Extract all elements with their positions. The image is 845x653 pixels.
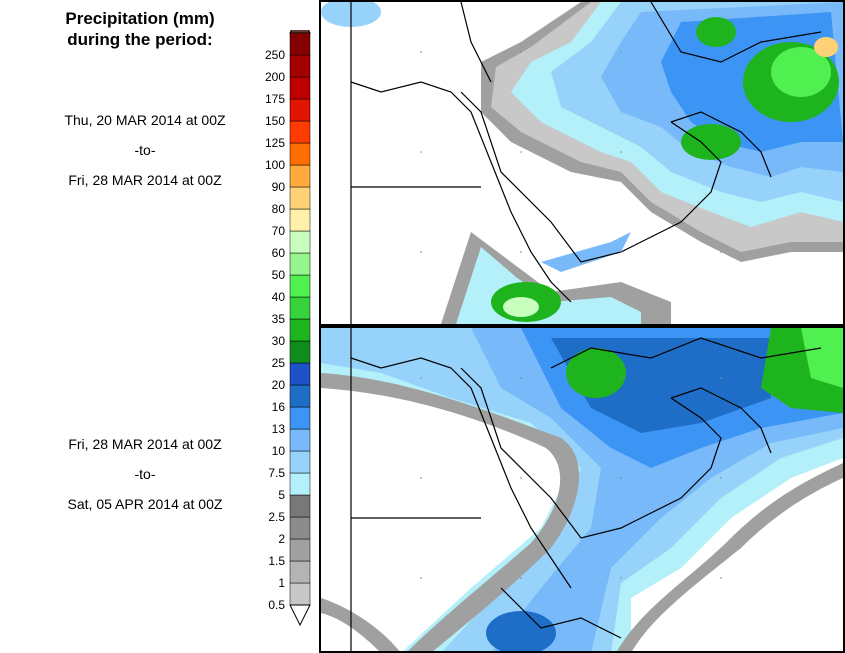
precip-region <box>566 348 626 398</box>
period-1-sep: -to- <box>134 142 156 158</box>
legend-swatch <box>289 98 311 122</box>
title-line-2: during the period: <box>67 30 213 49</box>
precip-region <box>486 611 556 651</box>
legend-tick-label: 2.5 <box>268 510 285 524</box>
legend-top-arrow <box>289 9 311 34</box>
legend-swatch <box>289 164 311 188</box>
precip-region <box>321 373 580 651</box>
legend-tick-label: 50 <box>272 268 286 282</box>
legend-swatch <box>289 76 311 100</box>
grid-dots <box>420 51 722 253</box>
legend-swatch <box>289 362 311 386</box>
legend-swatch <box>289 428 311 452</box>
legend-swatch <box>289 274 311 298</box>
legend-swatch <box>289 252 311 276</box>
precip-region <box>801 328 843 388</box>
legend-swatch <box>289 516 311 540</box>
legend-swatch <box>289 208 311 232</box>
color-legend: 0.5 1 1.5 2 2.5 5 7.5 10 13 16 20 25 30 35 40 50 60 70 80 9… <box>240 9 320 630</box>
legend-tick-label: 2 <box>278 532 285 546</box>
precip-region <box>681 124 741 160</box>
legend-swatch <box>289 450 311 474</box>
precip-region <box>321 598 400 651</box>
legend-tick-label: 250 <box>265 48 285 62</box>
legend-tick-label: 7.5 <box>268 466 285 480</box>
legend-tick-label: 10 <box>272 444 286 458</box>
map-panel-period-1 <box>319 0 845 326</box>
legend-tick-label: 35 <box>272 312 286 326</box>
legend-tick-label: 40 <box>272 290 286 304</box>
legend-swatch <box>289 230 311 254</box>
precip-region <box>617 463 843 651</box>
chart-title: Precipitation (mm) during the period: <box>40 8 240 50</box>
map-period-2 <box>321 328 843 651</box>
legend-tick-label: 60 <box>272 246 286 260</box>
legend-tick-label: 125 <box>265 136 285 150</box>
legend-swatch <box>289 560 311 584</box>
legend-tick-label: 20 <box>272 378 286 392</box>
legend-tick-label: 5 <box>278 488 285 502</box>
precip-region <box>503 297 539 317</box>
coastlines <box>350 2 822 324</box>
legend-tick-label: 1 <box>278 576 285 590</box>
legend-swatch <box>289 296 311 320</box>
legend-tick-label: 13 <box>272 422 286 436</box>
precip-region <box>541 232 631 272</box>
period-2-start: Fri, 28 MAR 2014 at 00Z <box>68 436 222 452</box>
grid-dots <box>420 377 722 579</box>
legend-tick-label: 0.5 <box>268 598 285 612</box>
legend-swatch <box>289 54 311 78</box>
legend-tick-label: 150 <box>265 114 285 128</box>
legend-swatch <box>289 318 311 342</box>
legend-tick-label: 25 <box>272 356 286 370</box>
legend-swatch <box>289 384 311 408</box>
map-panel-period-2 <box>319 326 845 653</box>
legend-swatch <box>289 494 311 518</box>
legend-swatch <box>289 472 311 496</box>
legend-swatch <box>289 32 311 56</box>
period-1-end: Fri, 28 MAR 2014 at 00Z <box>68 172 222 188</box>
period-1-start: Thu, 20 MAR 2014 at 00Z <box>64 112 226 128</box>
legend-tick-label: 16 <box>272 400 286 414</box>
precip-region <box>814 37 838 57</box>
legend-tick-label: 30 <box>272 334 286 348</box>
legend-tick-label: 1.5 <box>268 554 285 568</box>
map-period-1 <box>321 2 843 324</box>
legend-tick-label: 100 <box>265 158 285 172</box>
precip-region <box>696 17 736 47</box>
legend-swatch <box>289 340 311 364</box>
legend-swatch <box>289 582 311 606</box>
precip-region <box>771 47 831 97</box>
legend-bottom-arrow <box>289 604 311 627</box>
legend-tick-label: 200 <box>265 70 285 84</box>
legend-swatch <box>289 406 311 430</box>
period-2-sep: -to- <box>134 466 156 482</box>
coastlines <box>350 328 822 651</box>
legend-colorbar: 0.5 1 1.5 2 2.5 5 7.5 10 13 16 20 25 30 35 40 50 60 70 80 9… <box>265 9 311 627</box>
legend-swatch <box>289 186 311 210</box>
legend-swatch <box>289 120 311 144</box>
legend-tick-label: 175 <box>265 92 285 106</box>
period-2-end: Sat, 05 APR 2014 at 00Z <box>67 496 223 512</box>
legend-tick-label: 80 <box>272 202 286 216</box>
title-line-1: Precipitation (mm) <box>65 9 215 28</box>
legend-tick-label: 90 <box>272 180 286 194</box>
legend-tick-label: 70 <box>272 224 286 238</box>
legend-swatch <box>289 538 311 562</box>
legend-swatch <box>289 142 311 166</box>
